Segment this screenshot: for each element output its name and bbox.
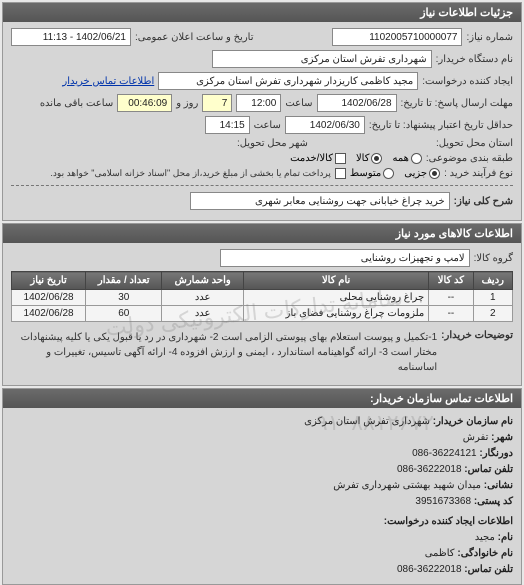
purchase-note: پرداخت تمام یا بخشی از مبلغ خرید،از محل …	[50, 168, 330, 179]
table-row[interactable]: 2 -- ملزومات چراغ روشنایی فضای باز عدد 6…	[12, 306, 513, 322]
category-radio-group: همه کالا کالا/خدمت	[290, 153, 422, 164]
contact-body: نام سازمان خریدار: شهرداری تفرش استان مر…	[3, 408, 521, 584]
buyer-notes-label: توضیحات خریدار:	[441, 330, 513, 341]
phone-label: تلفن تماس:	[464, 464, 513, 475]
table-row[interactable]: 1 -- چراغ روشنایی محلی عدد 30 1402/06/28	[12, 290, 513, 306]
buyer-org-label: نام دستگاه خریدار:	[436, 54, 513, 65]
phone2-value: 36222018-086	[397, 564, 462, 575]
delivery-loc-label: استان محل تحویل:	[436, 138, 513, 149]
contact-panel: اطلاعات تماس سازمان خریدار: نام سازمان خ…	[2, 388, 522, 585]
family-label: نام خانوادگی:	[457, 548, 513, 559]
city-value: تفرش	[463, 432, 489, 443]
org-label: نام سازمان خریدار:	[433, 416, 513, 427]
city-label: شهر:	[491, 432, 513, 443]
fax-value: 36224121-086	[412, 448, 477, 459]
fax-label: دورنگار:	[479, 448, 513, 459]
validity-date-field: 1402/06/30	[285, 116, 365, 134]
phone2-label: تلفن تماس:	[464, 564, 513, 575]
announce-label: تاریخ و ساعت اعلان عمومی:	[135, 32, 254, 43]
contact-header: اطلاعات تماس سازمان خریدار:	[3, 389, 521, 408]
zip-label: کد پستی:	[474, 496, 513, 507]
col-qty: تعداد / مقدار	[86, 272, 162, 290]
divider	[11, 185, 513, 186]
phone-value: 36222018-086	[397, 464, 462, 475]
days-remaining-field: 7	[202, 94, 232, 112]
col-date: تاریخ نیاز	[12, 272, 86, 290]
request-number-field: 1102005710000077	[332, 28, 462, 46]
time-remaining-field: 00:46:09	[117, 94, 172, 112]
items-header: اطلاعات کالاهای مورد نیاز	[3, 224, 521, 243]
main-title-field: خرید چراغ خیابانی جهت روشنایی معابر شهری	[190, 192, 450, 210]
purchase-radio-group: جزیی متوسط	[350, 168, 440, 179]
days-label: روز و	[176, 98, 198, 109]
name-value: مجید	[475, 532, 495, 543]
category-label: طبقه بندی موضوعی:	[426, 153, 513, 164]
treasury-checkbox[interactable]	[335, 168, 346, 179]
buyer-org-field: شهرداری تفرش استان مرکزی	[212, 50, 432, 68]
need-info-header: جزئیات اطلاعات نیاز	[3, 3, 521, 22]
request-number-label: شماره نیاز:	[466, 32, 513, 43]
requester-field: مجید کاظمی کاریزدار شهرداری تفرش استان م…	[158, 72, 418, 90]
reply-date-field: 1402/06/28	[317, 94, 397, 112]
purchase-type-label: نوع فرآیند خرید :	[444, 168, 513, 179]
items-panel: اطلاعات کالاهای مورد نیاز گروه کالا: لام…	[2, 223, 522, 386]
purchase-radio-small[interactable]: متوسط	[350, 168, 394, 179]
delivery-city-label: شهر محل تحویل:	[237, 138, 308, 149]
col-name: نام کالا	[244, 272, 429, 290]
category-radio-goods[interactable]: کالا	[356, 153, 383, 164]
items-table-header-row: ردیف کد کالا نام کالا واحد شمارش تعداد /…	[12, 272, 513, 290]
col-unit: واحد شمارش	[162, 272, 244, 290]
col-code: کد کالا	[429, 272, 473, 290]
name-label: نام:	[498, 532, 513, 543]
reply-deadline-label: مهلت ارسال پاسخ: تا تاریخ:	[401, 98, 513, 109]
remain-label: ساعت باقی مانده	[40, 98, 113, 109]
buyer-contact-link[interactable]: اطلاعات تماس خریدار	[62, 76, 154, 87]
family-value: کاظمی	[425, 548, 455, 559]
requester-label: ایجاد کننده درخواست:	[422, 76, 513, 87]
category-radio-service[interactable]: کالا/خدمت	[290, 153, 346, 164]
main-title-label: شرح کلی نیاز:	[454, 196, 513, 207]
need-info-panel: جزئیات اطلاعات نیاز شماره نیاز: 11020057…	[2, 2, 522, 221]
buyer-notes-text: 1-تکمیل و پیوست استعلام بهای پیوستی الزا…	[11, 330, 437, 375]
items-table: ردیف کد کالا نام کالا واحد شمارش تعداد /…	[11, 271, 513, 322]
validity-time-field: 14:15	[205, 116, 250, 134]
need-info-body: شماره نیاز: 1102005710000077 تاریخ و ساع…	[3, 22, 521, 220]
reply-time-field: 12:00	[236, 94, 281, 112]
announce-value-field: 1402/06/21 - 11:13	[11, 28, 131, 46]
saat-label-2: ساعت	[254, 120, 281, 131]
postal-value: میدان شهید بهشتی شهرداری تفرش	[333, 480, 481, 491]
postal-label: نشانی:	[484, 480, 513, 491]
validity-label: حداقل تاریخ اعتبار پیشنهاد: تا تاریخ:	[369, 120, 513, 131]
col-row: ردیف	[473, 272, 512, 290]
category-radio-all[interactable]: همه	[392, 153, 421, 164]
zip-value: 3951673368	[415, 496, 471, 507]
items-body: گروه کالا: لامپ و تجهیزات روشنایی ردیف ک…	[3, 243, 521, 385]
req-creator-header: اطلاعات ایجاد کننده درخواست:	[11, 514, 513, 530]
org-value: شهرداری تفرش استان مرکزی	[304, 416, 430, 427]
group-field: لامپ و تجهیزات روشنایی	[220, 249, 470, 267]
group-label: گروه کالا:	[474, 253, 513, 264]
purchase-radio-partial[interactable]: جزیی	[404, 168, 440, 179]
saat-label-1: ساعت	[285, 98, 312, 109]
